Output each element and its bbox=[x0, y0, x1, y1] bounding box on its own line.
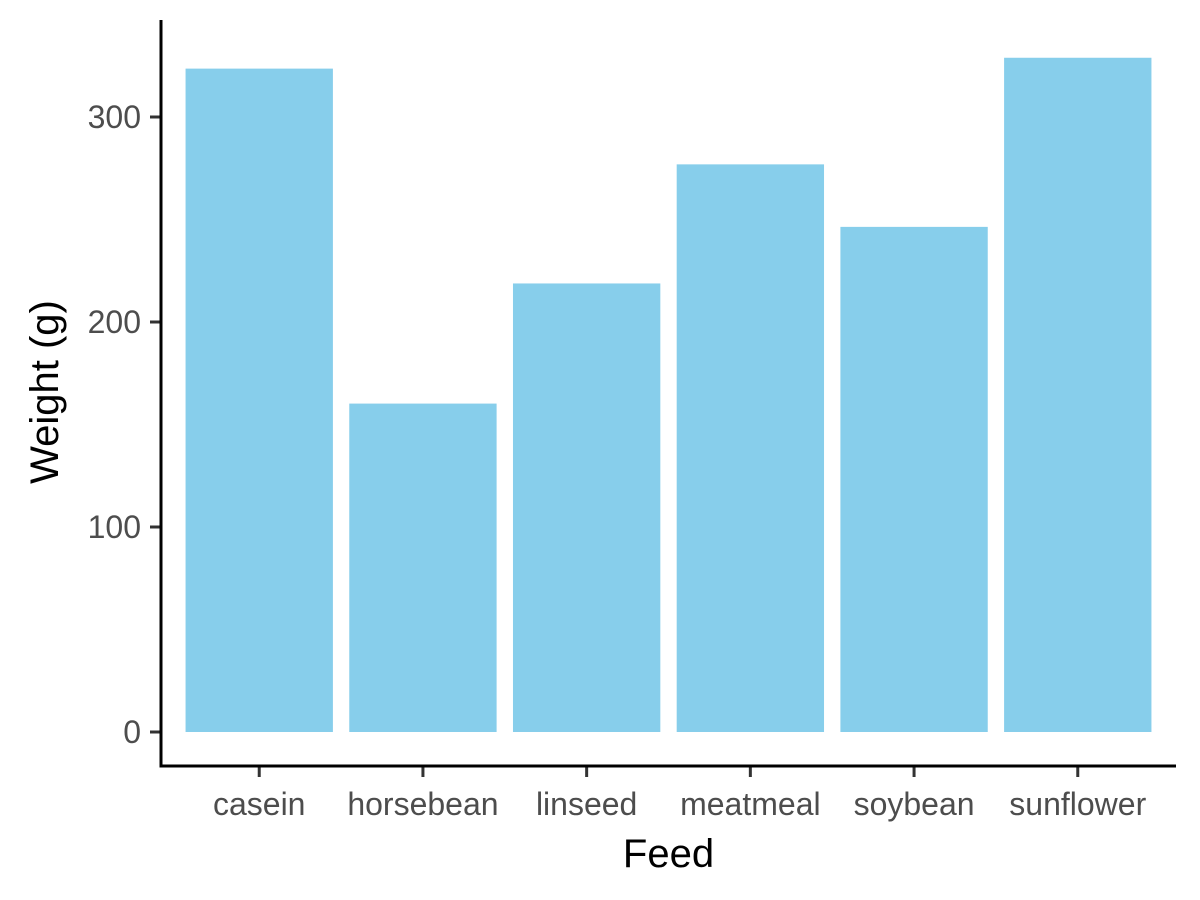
y-tick-label: 300 bbox=[88, 99, 141, 135]
y-tick-label: 200 bbox=[88, 304, 141, 340]
bar-horsebean bbox=[349, 403, 497, 732]
x-tick-label: casein bbox=[213, 786, 306, 822]
x-tick-label: sunflower bbox=[1009, 786, 1146, 822]
x-tick-label: linseed bbox=[536, 786, 637, 822]
y-tick-label: 0 bbox=[123, 714, 141, 750]
bar-sunflower bbox=[1004, 57, 1152, 732]
x-tick-label: horsebean bbox=[347, 786, 498, 822]
y-axis-title: Weight (g) bbox=[23, 300, 67, 484]
x-axis-title: Feed bbox=[623, 832, 714, 876]
bar-meatmeal bbox=[676, 164, 825, 733]
x-tick-label: meatmeal bbox=[680, 786, 821, 822]
y-tick-label: 100 bbox=[88, 509, 141, 545]
bars-group bbox=[185, 57, 1152, 733]
x-axis-ticks: casein horsebean linseed meatmeal soybean sun… bbox=[213, 766, 1147, 822]
bar-soybean bbox=[840, 226, 988, 732]
bar-linseed bbox=[512, 283, 661, 732]
x-tick-label: soybean bbox=[854, 786, 975, 822]
y-axis-ticks: 0 100 200 300 bbox=[88, 99, 161, 750]
bar-casein bbox=[185, 68, 333, 733]
